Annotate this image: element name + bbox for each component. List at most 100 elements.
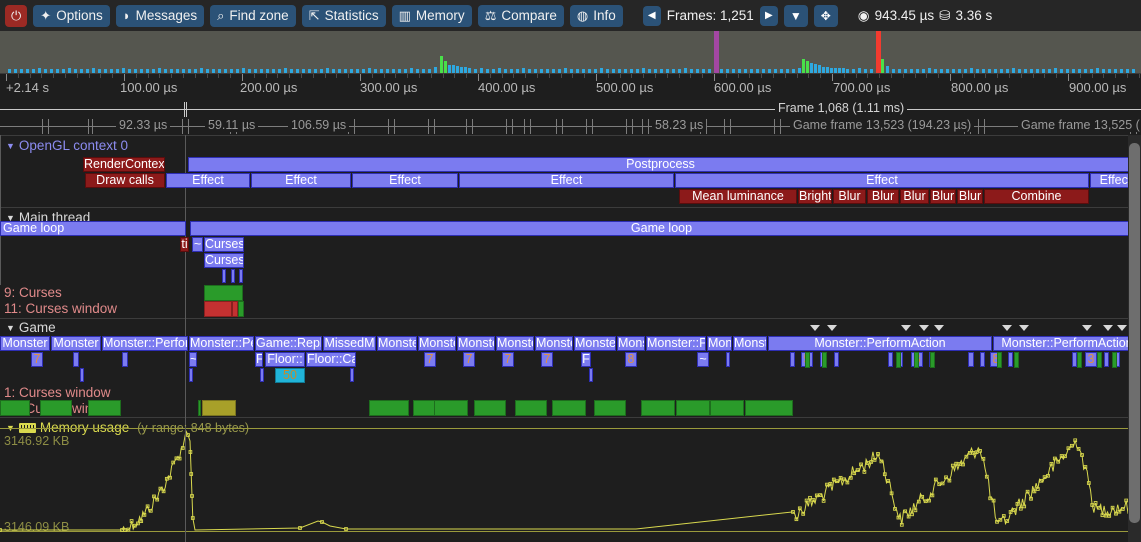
overview-frame-bar[interactable]	[762, 69, 765, 73]
overview-frame-bar[interactable]	[672, 69, 675, 73]
overview-frame-bar[interactable]	[176, 69, 179, 73]
game-green-bar-6[interactable]	[434, 400, 468, 416]
overview-frame-bar[interactable]	[792, 69, 795, 73]
game-green-bar-12[interactable]	[676, 400, 710, 416]
overview-frame-bar[interactable]	[356, 69, 359, 73]
overview-frame-bar[interactable]	[802, 59, 805, 73]
game-zone-14[interactable]: Mons	[707, 336, 732, 351]
overview-frame-bar[interactable]	[606, 69, 609, 73]
overview-frame-bar[interactable]	[140, 69, 143, 73]
overview-frame-bar[interactable]	[876, 31, 881, 73]
overview-frame-bar[interactable]	[134, 69, 137, 73]
overview-frame-bar[interactable]	[116, 69, 119, 73]
opengl-zone-row1-0[interactable]: RenderContext	[83, 157, 165, 172]
overview-frame-bar[interactable]	[92, 68, 95, 73]
overview-frame-bar[interactable]	[642, 68, 645, 73]
overview-frame-bar[interactable]	[798, 68, 801, 73]
game-subzone-5[interactable]: Floor::	[265, 352, 305, 367]
overview-frame-bar[interactable]	[830, 68, 833, 73]
curses-window-green-block-0[interactable]	[238, 301, 244, 317]
game-subzone-27[interactable]	[1072, 352, 1077, 367]
overview-frame-bar[interactable]	[380, 69, 383, 73]
game-deep-tick-0[interactable]	[80, 368, 84, 382]
overview-frame-bar[interactable]	[814, 64, 817, 73]
game-subzone-11[interactable]: F	[581, 352, 591, 367]
overview-frame-bar[interactable]	[212, 69, 215, 73]
overview-frame-bar[interactable]	[1090, 69, 1093, 73]
main-thread-zone-r2-2[interactable]: Curses	[204, 237, 244, 252]
game-zone-13[interactable]: Monster::Pe	[646, 336, 706, 351]
overview-frame-bar[interactable]	[86, 69, 89, 73]
overview-frame-bar[interactable]	[350, 69, 353, 73]
game-thin-green-8[interactable]	[1097, 352, 1102, 368]
overview-frame-bar[interactable]	[582, 69, 585, 73]
overview-frame-bar[interactable]	[886, 66, 889, 73]
overview-frame-bar[interactable]	[648, 69, 651, 73]
overview-frame-bar[interactable]	[26, 69, 29, 73]
game-subzone-4[interactable]: F	[255, 352, 263, 367]
overview-frame-bar[interactable]	[1018, 69, 1021, 73]
game-zone-4[interactable]: Game::ReplayMissed	[255, 336, 322, 351]
overview-frame-bar[interactable]	[1108, 69, 1111, 73]
game-green-bar-0[interactable]	[0, 400, 30, 416]
overview-frame-bar[interactable]	[498, 68, 501, 73]
overview-frame-bar[interactable]	[970, 68, 973, 73]
compare-button[interactable]: ⚖ Compare	[477, 4, 564, 27]
main-thread-game-loop-1[interactable]: Game loop	[190, 221, 1133, 236]
overview-frame-bar[interactable]	[852, 69, 855, 73]
overview-frame-bar[interactable]	[480, 68, 483, 73]
time-ruler[interactable]: +2.14 s 100.00 µs 200.00 µs 300.00 µs 400.00…	[0, 73, 1141, 102]
info-button[interactable]: ◍ Info	[569, 4, 623, 27]
game-thin-green-7[interactable]	[1077, 352, 1082, 368]
overview-frame-bar[interactable]	[822, 67, 825, 73]
messages-button[interactable]: ◗ Messages	[115, 4, 205, 27]
overview-frame-bar[interactable]	[1078, 69, 1081, 73]
opengl-zone-row3-5[interactable]: Blur	[930, 189, 956, 204]
opengl-zone-row3-1[interactable]: Bright	[798, 189, 832, 204]
overview-frame-bar[interactable]	[946, 69, 949, 73]
main-thread-zone-r2-0[interactable]: ti	[180, 237, 189, 252]
overview-frame-bar[interactable]	[570, 69, 573, 73]
overview-frame-bar[interactable]	[468, 68, 471, 73]
game-subzone-19[interactable]	[888, 352, 893, 367]
overview-frame-bar[interactable]	[810, 63, 813, 73]
game-green-bar-9[interactable]	[552, 400, 586, 416]
overview-frame-bar[interactable]	[594, 69, 597, 73]
game-thin-green-9[interactable]	[1112, 352, 1117, 368]
overview-frame-bar[interactable]	[392, 69, 395, 73]
overview-frame-bar[interactable]	[122, 68, 125, 73]
overview-frame-bar[interactable]	[68, 68, 71, 73]
game-thin-green-3[interactable]	[914, 352, 919, 368]
game-zone-12[interactable]: Mons	[617, 336, 645, 351]
overview-frame-bar[interactable]	[236, 69, 239, 73]
overview-frame-bar[interactable]	[881, 59, 884, 73]
overview-frame-bar[interactable]	[834, 68, 837, 73]
memory-usage-plot[interactable]	[0, 429, 1133, 534]
overview-frame-bar[interactable]	[486, 69, 489, 73]
overview-frame-bar[interactable]	[444, 61, 447, 73]
overview-frame-bar[interactable]	[362, 69, 365, 73]
overview-frame-bar[interactable]	[1084, 69, 1087, 73]
overview-frame-bar[interactable]	[898, 69, 901, 73]
overview-frame-bar[interactable]	[858, 68, 861, 73]
overview-frame-bar[interactable]	[368, 68, 371, 73]
group-header-memory[interactable]: ▼ Memory usage (y-range: 848 bytes)	[6, 420, 249, 435]
overview-frame-bar[interactable]	[1036, 69, 1039, 73]
overview-frame-bar[interactable]	[80, 69, 83, 73]
overview-frame-bar[interactable]	[504, 69, 507, 73]
overview-frame-bar[interactable]	[1120, 69, 1123, 73]
opengl-zone-row3-2[interactable]: Blur	[833, 189, 866, 204]
game-subzone-12[interactable]: 8	[625, 352, 637, 367]
game-green-bar-4[interactable]	[369, 400, 409, 416]
game-thin-green-0[interactable]	[805, 352, 810, 368]
overview-frame-bar[interactable]	[516, 69, 519, 73]
overview-frame-bar[interactable]	[374, 69, 377, 73]
overview-frame-bar[interactable]	[1024, 69, 1027, 73]
statistics-button[interactable]: ⇱ Statistics	[301, 4, 386, 27]
overview-frame-bar[interactable]	[50, 69, 53, 73]
overview-frame-bar[interactable]	[386, 69, 389, 73]
overview-frame-bar[interactable]	[320, 69, 323, 73]
main-thread-zone-r2-1[interactable]: ~	[192, 237, 203, 252]
overview-frame-bar[interactable]	[194, 69, 197, 73]
overview-frame-bar[interactable]	[308, 69, 311, 73]
